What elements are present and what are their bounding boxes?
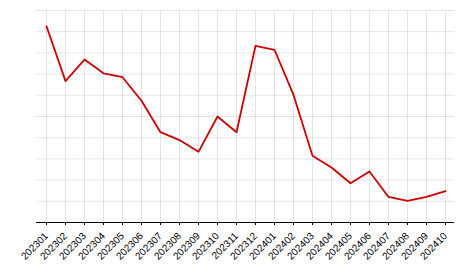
svg-text:202301: 202301	[18, 230, 51, 262]
svg-text:202402: 202402	[265, 230, 298, 262]
svg-text:202407: 202407	[360, 230, 393, 262]
svg-text:202303: 202303	[56, 230, 89, 262]
svg-text:202406: 202406	[341, 230, 374, 262]
svg-text:202310: 202310	[189, 230, 222, 262]
svg-text:202302: 202302	[37, 230, 70, 262]
svg-text:202304: 202304	[75, 230, 108, 262]
svg-text:202410: 202410	[418, 230, 450, 262]
svg-text:202305: 202305	[94, 230, 127, 262]
svg-text:202409: 202409	[398, 230, 431, 262]
svg-text:202307: 202307	[132, 230, 165, 262]
svg-text:202405: 202405	[322, 230, 355, 262]
svg-text:202306: 202306	[113, 230, 146, 262]
svg-text:202312: 202312	[227, 230, 260, 262]
svg-text:202309: 202309	[170, 230, 203, 262]
svg-text:202403: 202403	[284, 230, 317, 262]
svg-text:202308: 202308	[151, 230, 184, 262]
svg-text:202408: 202408	[379, 230, 412, 262]
svg-text:202401: 202401	[246, 230, 279, 262]
svg-text:202404: 202404	[303, 230, 336, 262]
svg-text:202311: 202311	[209, 230, 241, 262]
